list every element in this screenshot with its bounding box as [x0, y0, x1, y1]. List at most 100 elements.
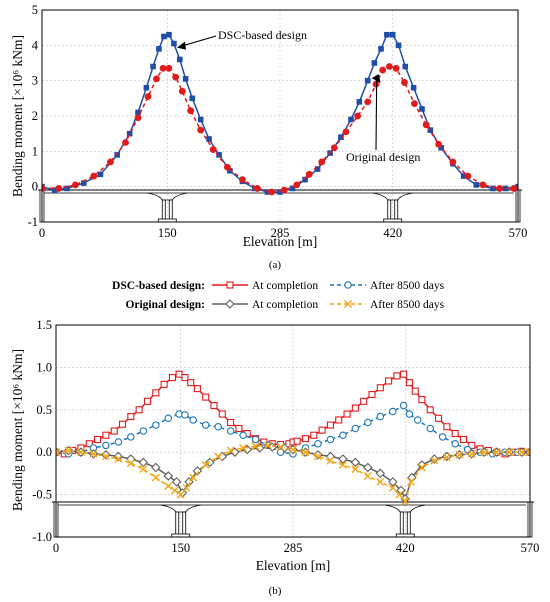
data-point-dsc [166, 31, 172, 38]
data-point-0 [181, 374, 189, 382]
data-point-2 [363, 462, 373, 473]
data-point-1 [451, 439, 459, 448]
data-point-0 [418, 396, 426, 404]
x-tick-label: 285 [284, 541, 303, 555]
data-point-3 [388, 483, 397, 492]
data-point-0 [227, 418, 235, 427]
data-point-0 [160, 380, 168, 388]
legend-label-original-8500: After 8500 days [370, 299, 445, 311]
data-point-1 [389, 407, 397, 416]
data-point-original [496, 185, 504, 192]
annotation-original-label: Original design [346, 150, 420, 164]
data-point-1 [376, 412, 385, 421]
annotation-arrowhead-dsc [176, 41, 186, 50]
data-point-dsc [427, 127, 434, 133]
panel-b-legend: DSC-based design: At completion After 85… [112, 280, 445, 311]
pier-haunch [160, 504, 201, 513]
data-point-1 [314, 439, 322, 448]
x-tick-label: 420 [383, 226, 402, 240]
x-tick-label: 285 [271, 226, 290, 240]
data-point-0 [459, 435, 468, 444]
data-point-dsc [473, 182, 480, 188]
data-point-dsc [302, 176, 308, 183]
data-point-1 [181, 411, 189, 419]
data-point-0 [426, 406, 434, 414]
data-point-dsc [389, 31, 396, 38]
data-point-0 [310, 431, 318, 439]
data-point-original [153, 75, 160, 83]
annotation-arrow-dsc [179, 35, 217, 48]
data-point-1 [276, 448, 285, 456]
data-point-0 [193, 385, 201, 393]
legend-swatch-dsc-8500 [330, 281, 366, 289]
data-point-dsc [206, 136, 212, 142]
data-point-1 [114, 438, 123, 446]
legend-swatch-dsc-completion [212, 281, 248, 289]
data-point-0 [451, 429, 459, 438]
data-point-0 [118, 420, 127, 428]
data-point-3 [363, 471, 372, 480]
data-point-dsc [371, 60, 378, 66]
x-tick-label: 150 [158, 226, 177, 240]
data-point-0 [187, 379, 195, 387]
data-point-0 [102, 431, 110, 439]
y-tick-label: 1.0 [36, 360, 52, 374]
panel-a-grid [42, 10, 518, 222]
data-point-3 [151, 473, 160, 482]
data-point-original [354, 112, 362, 120]
data-point-0 [175, 370, 183, 378]
y-tick-label: 4 [32, 38, 39, 52]
data-point-3 [239, 443, 248, 452]
panel-b-tick-labels: 0 150 285 420 570 -1.0 -0.5 0.0 0.5 1.0 1.5 [32, 318, 539, 555]
legend-marker [344, 281, 352, 289]
data-point-1 [351, 424, 360, 433]
data-point-0 [326, 421, 334, 429]
pier-column [182, 511, 187, 538]
data-point-3 [101, 452, 110, 461]
legend-group-dsc: DSC-based design: [112, 280, 205, 292]
data-point-dsc [171, 40, 177, 47]
y-tick-label: 0 [32, 180, 38, 194]
data-point-0 [143, 397, 152, 405]
y-tick-label: 3 [32, 74, 38, 88]
data-point-3 [289, 445, 297, 454]
data-point-3 [226, 446, 235, 455]
data-point-0 [405, 379, 413, 387]
series-line-original [42, 65, 514, 193]
data-point-dsc [364, 77, 371, 84]
data-point-dsc [402, 63, 409, 70]
data-point-original [268, 188, 276, 196]
data-point-original [372, 80, 380, 88]
panel-b-x-axis-label: Elevation [m] [256, 558, 331, 573]
data-point-2 [192, 466, 203, 476]
data-point-1 [251, 435, 260, 444]
data-point-3 [214, 452, 223, 461]
data-point-original [449, 158, 457, 166]
data-point-0 [318, 426, 326, 434]
data-point-0 [376, 384, 384, 392]
panel-b-caption: (b) [269, 585, 282, 597]
pier-haunch [372, 192, 413, 201]
data-point-original [330, 144, 338, 152]
legend-label-dsc-completion: At completion [252, 280, 318, 292]
data-point-0 [468, 441, 476, 449]
data-point-3 [89, 449, 98, 458]
data-point-3 [264, 441, 273, 450]
data-point-original [293, 181, 301, 189]
data-point-dsc [419, 106, 425, 112]
data-point-original [401, 79, 408, 86]
x-tick-label: 570 [521, 541, 540, 555]
y-tick-label: 1 [32, 144, 38, 158]
data-point-dsc [97, 171, 104, 178]
data-point-dsc [161, 33, 167, 40]
data-point-dsc [189, 95, 196, 102]
data-point-dsc [114, 152, 120, 158]
data-point-3 [338, 460, 347, 469]
data-point-original [72, 181, 79, 189]
panel-b-y-axis-label: Bending moment [×10⁶ kNm] [10, 349, 25, 511]
y-tick-label: 2 [32, 109, 38, 123]
data-point-original [479, 181, 487, 189]
data-point-1 [326, 435, 335, 444]
legend-marker [225, 299, 235, 309]
